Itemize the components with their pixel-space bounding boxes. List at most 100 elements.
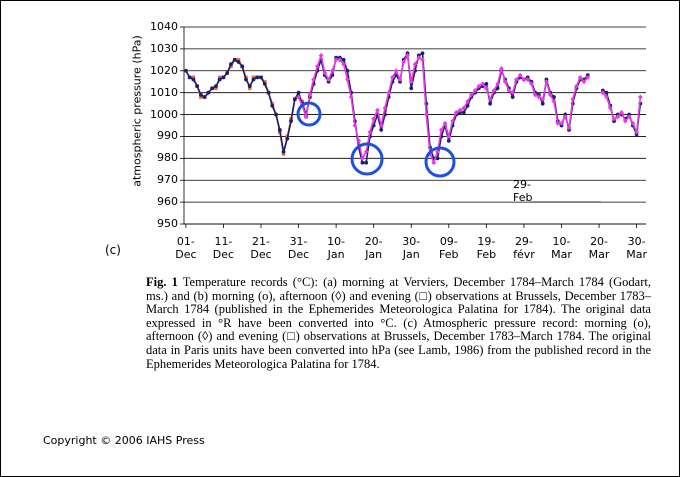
- point: [281, 149, 286, 154]
- point: [367, 129, 373, 135]
- y-tick-label: 1030: [150, 41, 178, 55]
- point: [581, 79, 587, 85]
- point: [420, 51, 425, 56]
- x-tick-label: 29- févr: [513, 235, 535, 261]
- point: [187, 75, 192, 80]
- point: [285, 136, 290, 141]
- grid: [180, 26, 646, 228]
- point: [577, 74, 583, 80]
- point: [547, 92, 553, 98]
- point: [435, 156, 440, 161]
- y-tick-label: 1040: [150, 20, 178, 33]
- point: [626, 114, 632, 120]
- point: [510, 90, 516, 96]
- point: [408, 79, 414, 85]
- point: [619, 109, 624, 115]
- point: [600, 90, 606, 96]
- highlight-circle: [296, 101, 322, 127]
- point: [465, 99, 470, 104]
- point: [566, 125, 572, 131]
- point: [333, 57, 339, 63]
- point: [442, 120, 448, 126]
- point: [244, 77, 248, 82]
- y-tick-label: 960: [157, 195, 178, 209]
- point: [491, 88, 497, 93]
- point: [214, 86, 218, 91]
- point: [401, 59, 407, 65]
- highlight-circle: [424, 146, 456, 178]
- point: [195, 84, 200, 88]
- point: [390, 74, 395, 80]
- point: [540, 96, 546, 102]
- point: [255, 75, 260, 80]
- point: [476, 83, 482, 89]
- point: [514, 77, 519, 82]
- point: [337, 57, 343, 63]
- point: [622, 118, 628, 124]
- point: [438, 127, 444, 133]
- point: [183, 68, 188, 73]
- point: [604, 94, 609, 100]
- series-line: [185, 59, 311, 155]
- point: [446, 134, 452, 139]
- point: [435, 149, 440, 155]
- point: [536, 94, 542, 100]
- point: [352, 123, 358, 128]
- point: [506, 88, 512, 93]
- point: [488, 101, 493, 106]
- point: [251, 75, 256, 80]
- point: [604, 90, 609, 95]
- point: [251, 77, 256, 82]
- point: [521, 77, 527, 82]
- point: [210, 86, 215, 91]
- point: [637, 94, 643, 100]
- point: [416, 55, 422, 61]
- point: [375, 107, 380, 113]
- point: [364, 160, 369, 165]
- point: [262, 79, 267, 84]
- point: [274, 112, 278, 117]
- point: [630, 120, 636, 126]
- annotation: 29- Feb: [513, 178, 533, 204]
- point: [229, 64, 233, 69]
- point: [348, 94, 354, 100]
- point: [483, 85, 489, 91]
- point: [611, 116, 617, 122]
- x-tick-label: 20- Jan: [364, 235, 383, 261]
- point: [217, 75, 222, 80]
- point: [311, 77, 316, 82]
- point: [356, 138, 362, 144]
- point: [296, 94, 301, 100]
- series-line: [297, 52, 642, 165]
- y-tick-label: 970: [157, 173, 178, 187]
- x-tick-label: 10- Mar: [551, 235, 572, 261]
- point: [217, 77, 222, 82]
- point: [289, 119, 293, 124]
- point: [341, 61, 347, 67]
- highlight-circle: [350, 142, 384, 176]
- point: [495, 81, 501, 87]
- point: [206, 90, 211, 95]
- point: [510, 95, 515, 99]
- point: [259, 75, 263, 80]
- x-tick-label: 21- Dec: [250, 235, 272, 261]
- point: [382, 105, 388, 111]
- point: [472, 88, 478, 93]
- point: [277, 127, 282, 132]
- point: [465, 103, 470, 108]
- point: [307, 92, 313, 98]
- point: [525, 77, 531, 82]
- panel-label: (c): [105, 243, 121, 257]
- point: [281, 152, 286, 156]
- point: [552, 95, 556, 99]
- point: [562, 114, 568, 120]
- point: [502, 79, 508, 85]
- point: [397, 77, 403, 82]
- series: [183, 50, 643, 165]
- point: [551, 99, 557, 104]
- point: [423, 112, 429, 117]
- x-tick-label: 19- Feb: [476, 235, 497, 261]
- point: [345, 68, 350, 73]
- y-tick-label: 990: [157, 129, 178, 143]
